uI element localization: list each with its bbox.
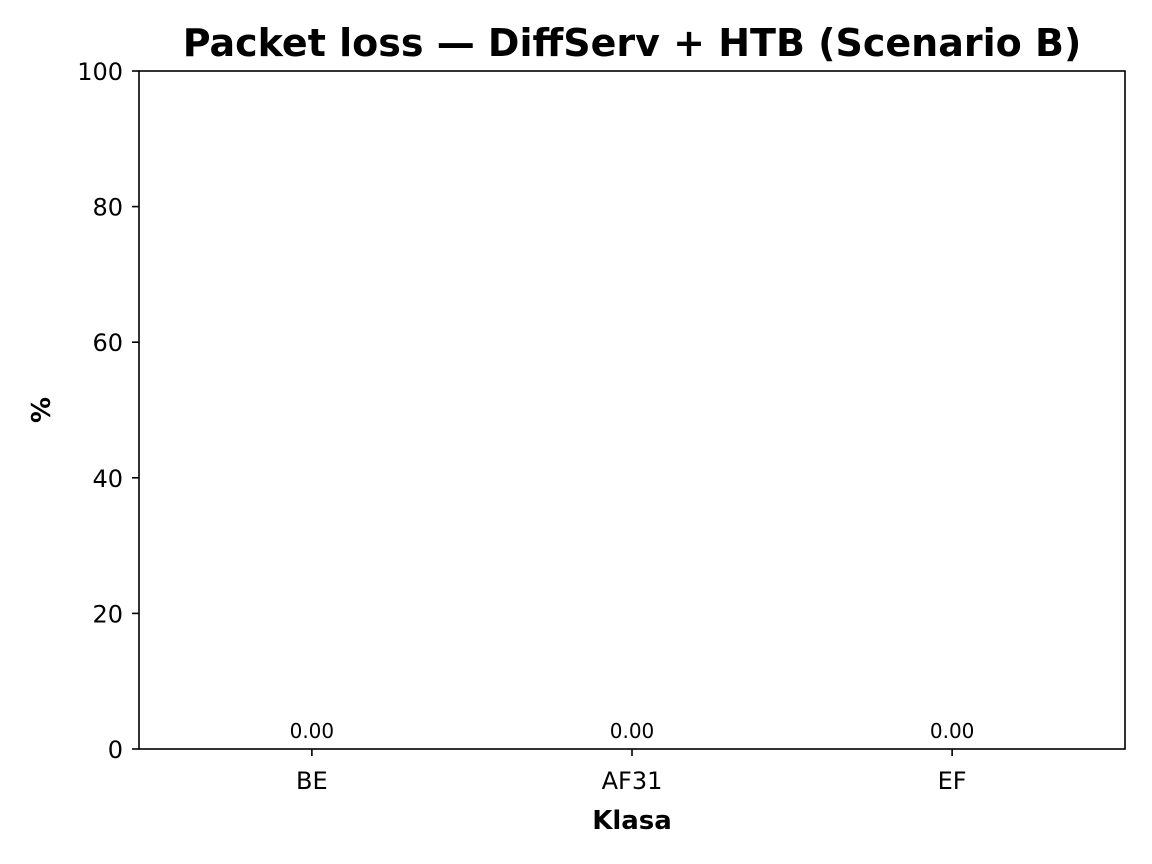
y-tick-label: 60	[92, 329, 123, 357]
y-axis: 0 20 40 60 80 100	[77, 58, 139, 764]
x-tick-label: EF	[938, 767, 967, 795]
x-axis-label: Klasa	[592, 806, 672, 836]
y-tick-label: 80	[92, 194, 123, 222]
x-tick-label: AF31	[602, 767, 663, 795]
plot-area-frame	[138, 70, 1126, 750]
y-axis-label: %	[27, 397, 57, 423]
y-tick-label: 100	[77, 58, 123, 86]
x-tick-label: BE	[296, 767, 328, 795]
data-labels: 0.00 0.00 0.00	[290, 719, 975, 743]
x-axis: BE AF31 EF	[296, 749, 967, 795]
y-tick-label: 20	[92, 600, 123, 628]
data-label: 0.00	[290, 719, 335, 743]
chart-title: Packet loss — DiffServ + HTB (Scenario B…	[183, 21, 1082, 65]
y-tick-label: 40	[92, 465, 123, 493]
data-label: 0.00	[610, 719, 655, 743]
y-tick-label: 0	[108, 736, 123, 764]
data-label: 0.00	[930, 719, 975, 743]
